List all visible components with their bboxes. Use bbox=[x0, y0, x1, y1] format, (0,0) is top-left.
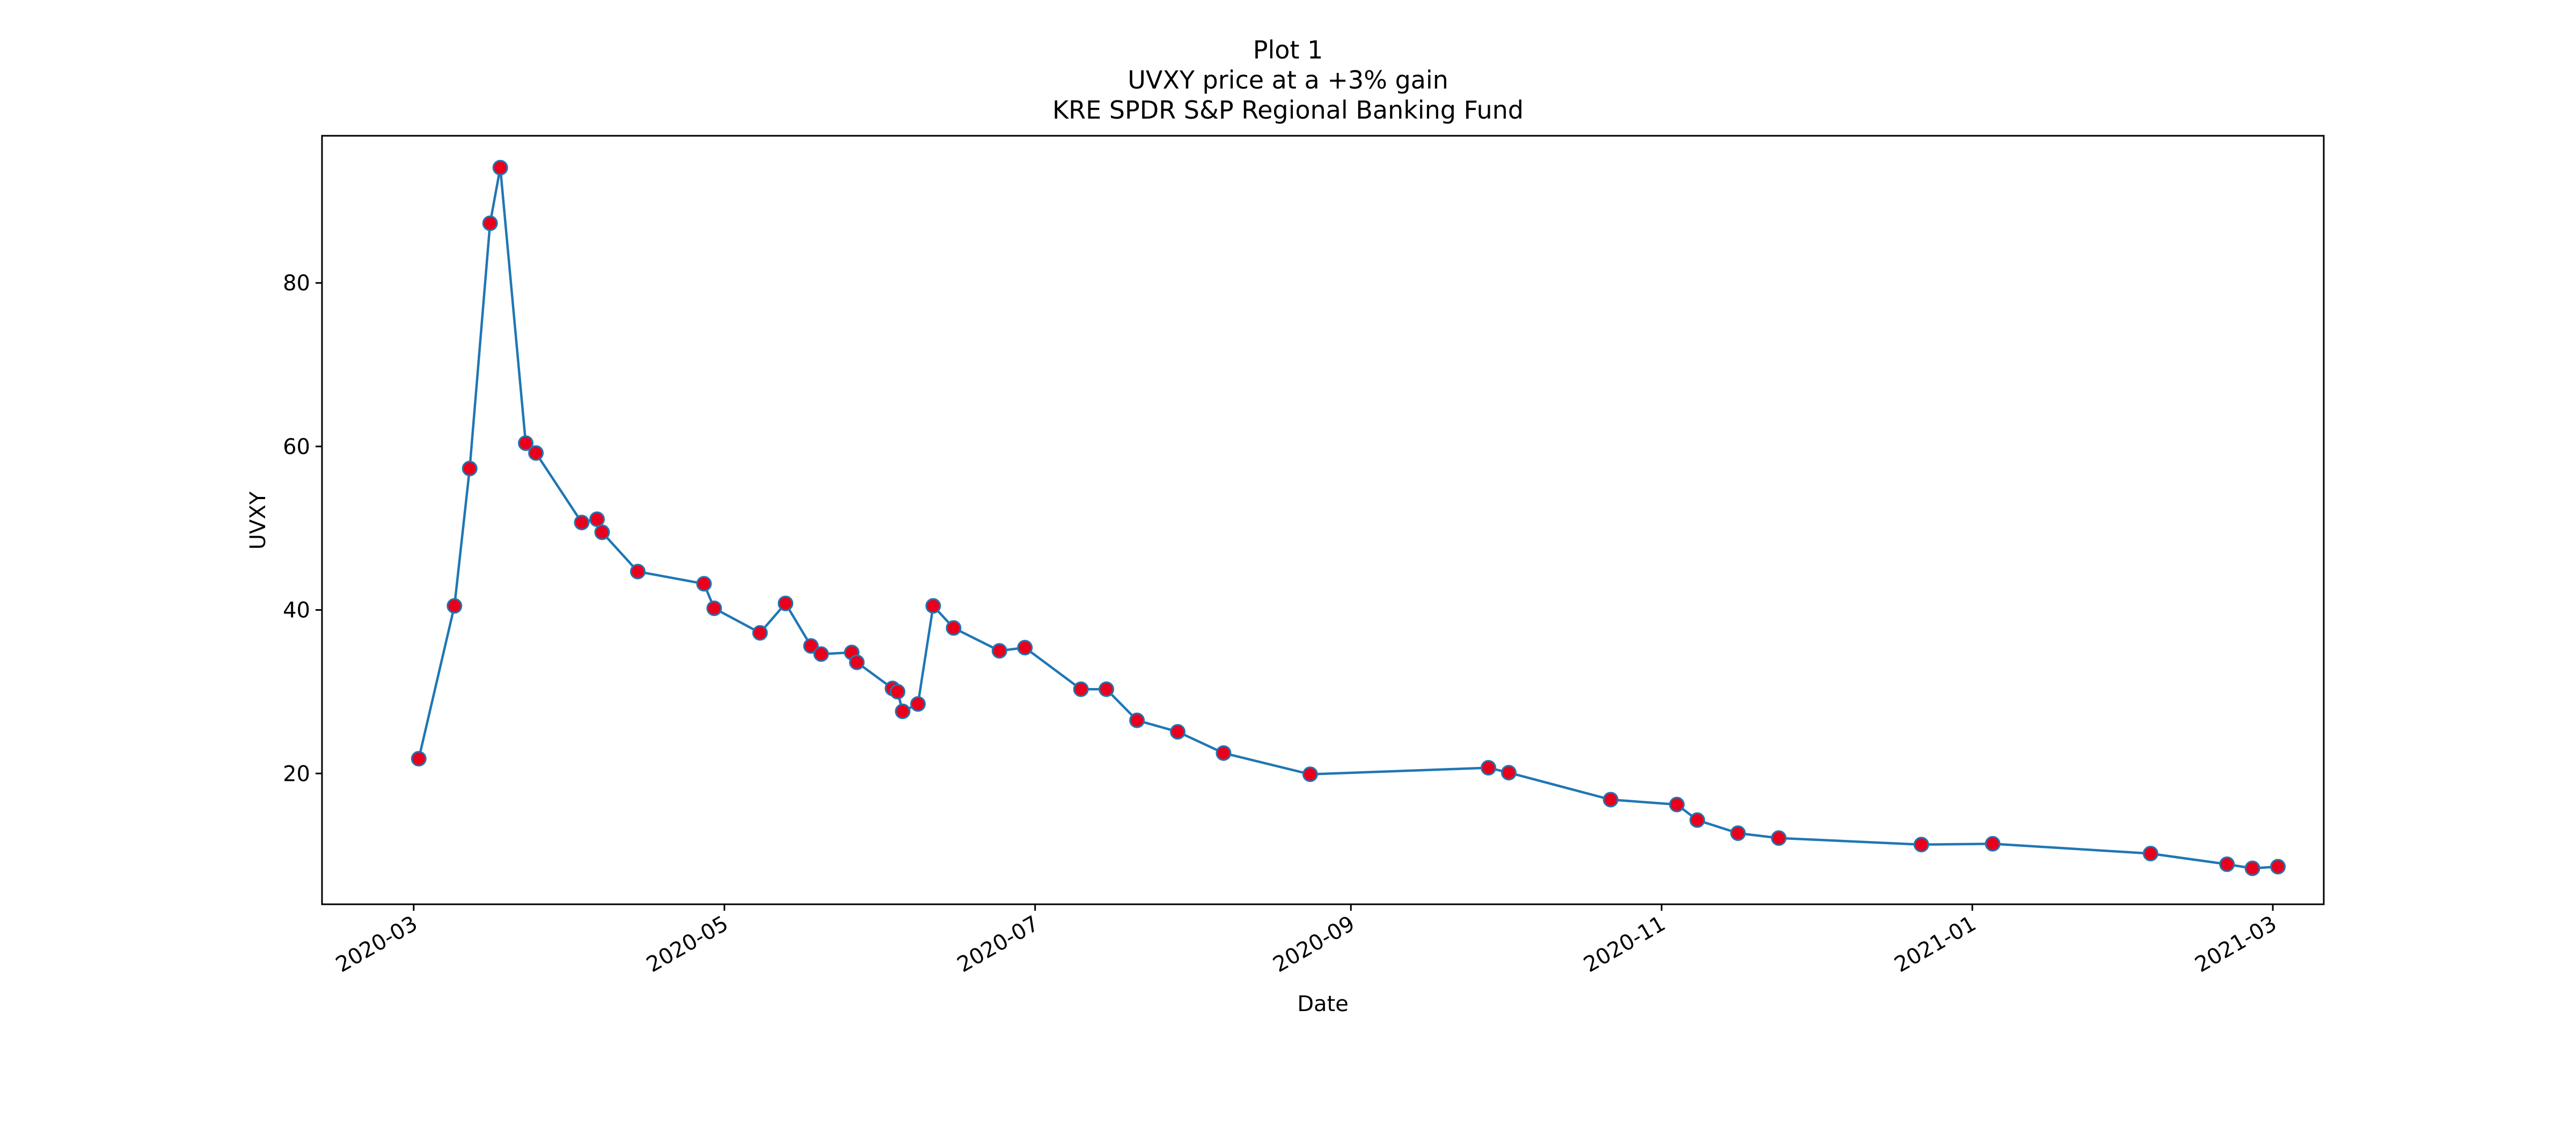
y-axis: 20 40 60 80 bbox=[283, 271, 322, 786]
data-point bbox=[803, 638, 819, 654]
data-point bbox=[752, 625, 768, 641]
data-point bbox=[528, 445, 544, 461]
x-tick-label: 2020-05 bbox=[642, 911, 733, 977]
data-point bbox=[910, 696, 926, 712]
data-point bbox=[2219, 856, 2235, 872]
data-point bbox=[1017, 640, 1033, 656]
data-point bbox=[1501, 765, 1517, 781]
plot-area-frame bbox=[321, 135, 2325, 905]
x-tick-label: 2020-09 bbox=[1269, 911, 1359, 977]
series-layer bbox=[411, 159, 2286, 876]
data-point bbox=[991, 643, 1007, 659]
data-point bbox=[630, 564, 646, 580]
data-point bbox=[1302, 766, 1318, 782]
y-tick-label: 20 bbox=[283, 762, 310, 786]
y-tick-label: 40 bbox=[283, 598, 310, 623]
data-point bbox=[2244, 860, 2260, 876]
data-point bbox=[482, 215, 498, 231]
data-point bbox=[574, 515, 590, 531]
data-point bbox=[518, 435, 534, 451]
data-point bbox=[925, 598, 941, 614]
data-point bbox=[1481, 760, 1496, 776]
chart-title-line-2: UVXY price at a +3% gain bbox=[1128, 65, 1448, 94]
data-point bbox=[411, 751, 427, 767]
data-point bbox=[1602, 792, 1619, 808]
data-point bbox=[1669, 796, 1685, 813]
series-line bbox=[418, 166, 2278, 870]
data-point bbox=[895, 704, 911, 719]
data-point bbox=[492, 159, 508, 175]
data-point bbox=[462, 460, 478, 477]
data-point bbox=[2142, 846, 2158, 861]
data-point bbox=[1985, 836, 2001, 852]
data-point bbox=[696, 576, 712, 592]
chart-title-line-3: KRE SPDR S&P Regional Banking Fund bbox=[1052, 96, 1524, 125]
data-point bbox=[1129, 712, 1145, 728]
y-tick-label: 80 bbox=[283, 271, 310, 296]
x-tick-label: 2021-01 bbox=[1890, 911, 1980, 977]
data-point bbox=[890, 684, 905, 700]
data-point bbox=[1170, 724, 1185, 740]
y-axis-label: UVXY bbox=[246, 491, 270, 550]
x-tick-label: 2021-03 bbox=[2191, 911, 2281, 977]
x-tick-label: 2020-07 bbox=[953, 911, 1043, 977]
data-point bbox=[778, 595, 794, 611]
data-point bbox=[447, 598, 463, 614]
data-point bbox=[1099, 681, 1115, 697]
data-point bbox=[1730, 825, 1746, 841]
data-point bbox=[1216, 745, 1232, 761]
data-point bbox=[813, 646, 829, 662]
data-point bbox=[946, 620, 962, 636]
data-point bbox=[1913, 837, 1929, 853]
data-point bbox=[1689, 812, 1706, 828]
x-axis: 2020-03 2020-05 2020-07 2020-09 2020-11 2021-… bbox=[332, 904, 2281, 977]
y-tick-label: 60 bbox=[283, 435, 310, 459]
x-tick-label: 2020-03 bbox=[332, 911, 422, 977]
x-axis-label: Date bbox=[1297, 992, 1349, 1016]
data-point bbox=[849, 654, 865, 670]
data-point bbox=[594, 524, 610, 540]
data-point bbox=[589, 511, 605, 527]
x-tick-label: 2020-11 bbox=[1579, 911, 1670, 977]
chart-title-line-1: Plot 1 bbox=[1253, 35, 1323, 64]
data-point bbox=[706, 601, 722, 616]
data-point bbox=[2270, 859, 2286, 875]
data-point bbox=[1771, 830, 1787, 846]
data-point bbox=[1073, 681, 1089, 697]
